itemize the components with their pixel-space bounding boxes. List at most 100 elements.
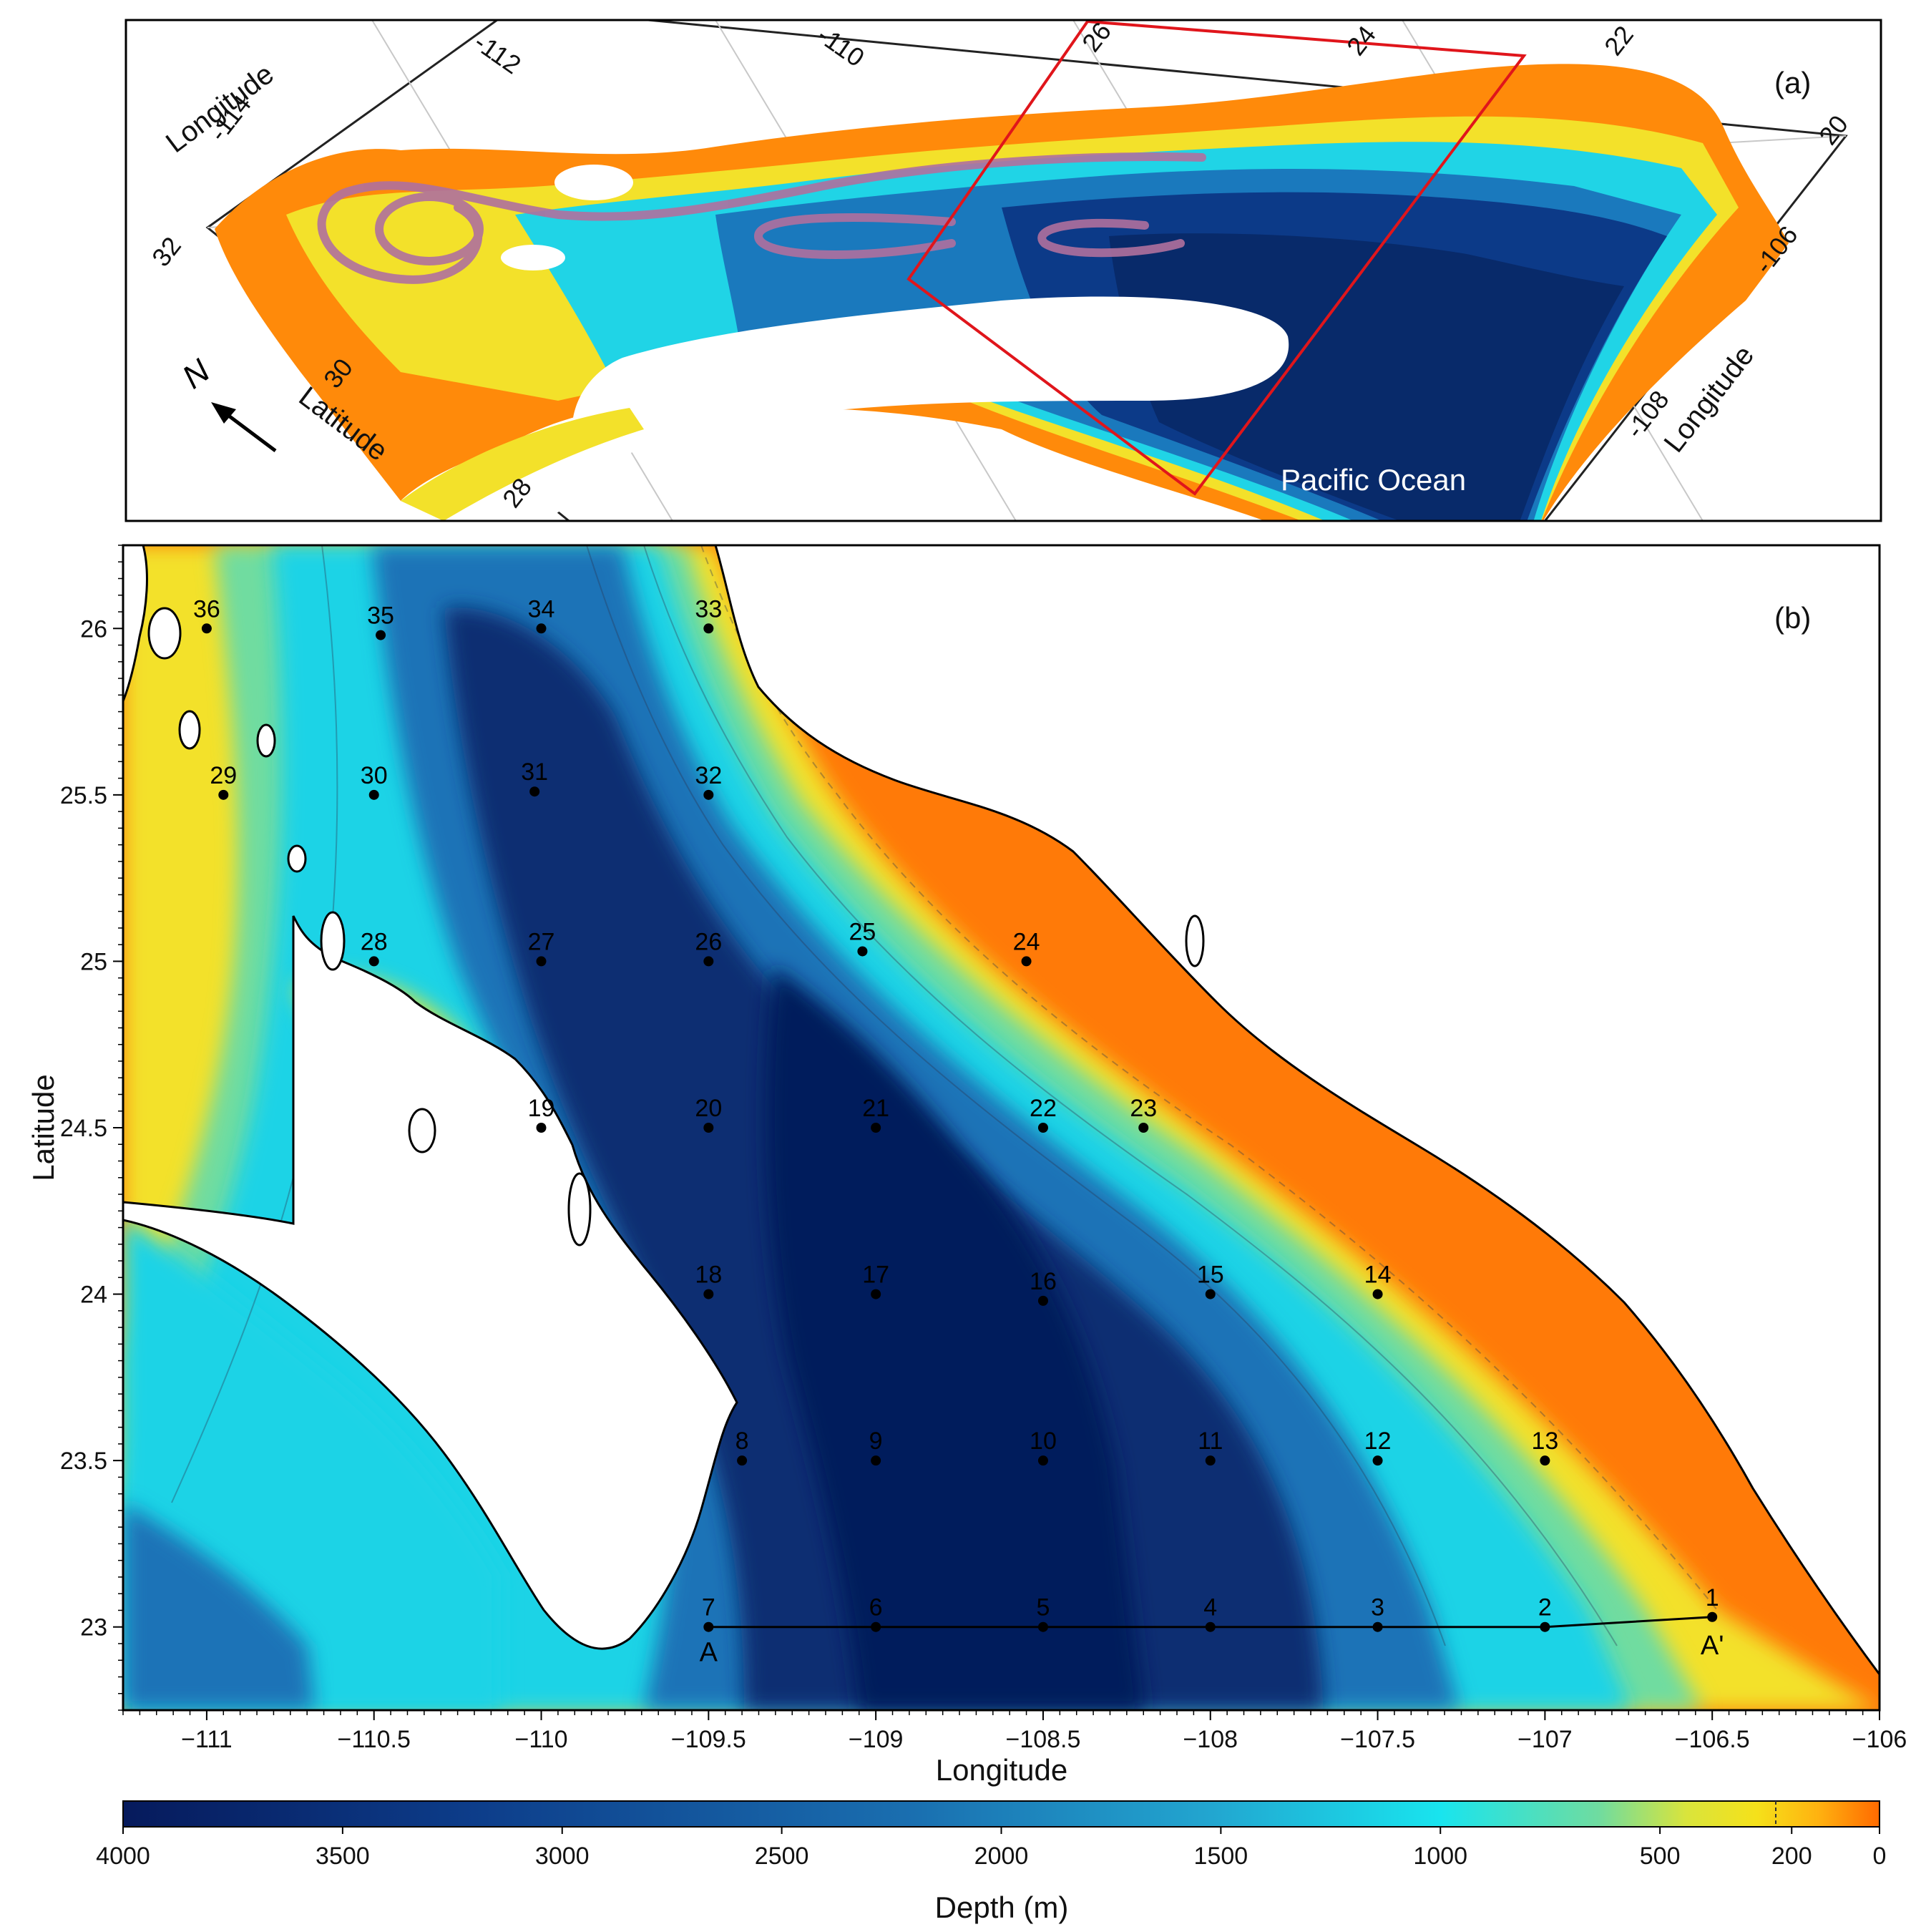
- station-36-label: 36: [193, 595, 220, 623]
- station-17-label: 17: [862, 1262, 889, 1289]
- station-27-marker: [536, 956, 547, 967]
- colorbar-tick-label: 1000: [1413, 1843, 1467, 1870]
- station-35-marker: [376, 630, 386, 640]
- x-tick-label: −107: [1517, 1726, 1573, 1753]
- station-19-label: 19: [528, 1095, 555, 1122]
- station-9-label: 9: [869, 1428, 883, 1455]
- y-tick-label: 23: [80, 1614, 107, 1641]
- station-8-marker: [737, 1455, 748, 1466]
- station-17-marker: [871, 1289, 881, 1299]
- y-tick-label: 24: [80, 1282, 107, 1309]
- station-2-marker: [1540, 1621, 1550, 1632]
- colorbar-tick-label: 2500: [755, 1843, 809, 1870]
- station-30-label: 30: [361, 762, 388, 789]
- station-29-label: 29: [210, 762, 237, 789]
- station-34-marker: [536, 623, 547, 634]
- x-tick-label: −108.5: [1005, 1726, 1080, 1753]
- mainland-mexico: [714, 545, 1880, 1677]
- station-31-marker: [529, 786, 540, 797]
- station-22-marker: [1037, 1123, 1048, 1133]
- station-7-label: 7: [702, 1594, 715, 1621]
- study-area-box: [906, 20, 1527, 496]
- panel-a-overview-map: N (a) Pacific Ocean Longitude Latitude L…: [126, 20, 1881, 521]
- y-axis-ticks: 26 25.5 25 24.5 24 23.5 23: [60, 545, 123, 1711]
- station-13-label: 13: [1531, 1428, 1558, 1455]
- station-28-label: 28: [361, 928, 388, 955]
- y-tick-label: 26: [80, 615, 107, 643]
- transect-end-label: A': [1701, 1631, 1724, 1661]
- colorbar-tick-label: 3500: [316, 1843, 370, 1870]
- station-35-label: 35: [367, 602, 394, 630]
- station-32-label: 32: [695, 762, 722, 789]
- station-33-label: 33: [695, 595, 722, 623]
- panel-a-label: (a): [1774, 66, 1811, 99]
- station-16-marker: [1037, 1295, 1048, 1306]
- x-tick-label: −107.5: [1340, 1726, 1415, 1753]
- islands: [147, 607, 1205, 1246]
- ocean-label: Pacific Ocean: [1281, 463, 1466, 497]
- station-15-marker: [1205, 1289, 1216, 1299]
- station-9-marker: [871, 1455, 881, 1466]
- colorbar-tick-label: 4000: [96, 1843, 150, 1870]
- station-20-marker: [703, 1123, 714, 1133]
- station-23-label: 23: [1130, 1095, 1157, 1122]
- station-12-marker: [1372, 1455, 1383, 1466]
- colorbar-tick-label: 500: [1640, 1843, 1681, 1870]
- station-34-label: 34: [528, 595, 555, 623]
- station-14-marker: [1372, 1289, 1383, 1299]
- colorbar-ticks: 4000 3500 3000 2500 2000 1500 1000 500 200 0: [96, 1827, 1886, 1870]
- baja-peninsula-overview: [572, 296, 1289, 472]
- station-22-label: 22: [1030, 1095, 1057, 1122]
- y-tick-label: 25.5: [60, 782, 107, 809]
- station-31-label: 31: [521, 758, 548, 786]
- station-25-marker: [857, 946, 868, 957]
- y-tick-label: 24.5: [60, 1115, 107, 1142]
- x-tick-label: −111: [181, 1726, 233, 1753]
- station-10-label: 10: [1030, 1428, 1057, 1455]
- panel-a-border: [124, 19, 1882, 522]
- station-16-label: 16: [1030, 1268, 1057, 1295]
- station-36-marker: [201, 623, 212, 634]
- station-13-marker: [1540, 1455, 1550, 1466]
- station-7-marker: [703, 1621, 714, 1632]
- current-path: [317, 152, 1206, 284]
- x-tick-label: −108: [1183, 1726, 1238, 1753]
- station-4-label: 4: [1203, 1594, 1217, 1621]
- station-29-marker: [218, 789, 229, 800]
- station-6-marker: [871, 1621, 881, 1632]
- x-tick-label: −110: [514, 1726, 567, 1753]
- station-6-label: 6: [869, 1594, 883, 1621]
- panel-b-label: (b): [1774, 601, 1811, 635]
- x-tick-label: −109: [849, 1726, 904, 1753]
- colorbar-tick-label: 3000: [535, 1843, 590, 1870]
- circulation-gyres: [317, 152, 1206, 284]
- transect-start-label: A: [700, 1638, 718, 1668]
- station-4-marker: [1205, 1621, 1216, 1632]
- station-24-marker: [1021, 956, 1032, 967]
- station-20-label: 20: [695, 1095, 722, 1122]
- x-tick-label: −106: [1852, 1726, 1907, 1753]
- depth-colorbar: 4000 3500 3000 2500 2000 1500 1000 500 200 0 Dept…: [96, 1800, 1886, 1924]
- x-tick-label: −110.5: [338, 1726, 411, 1753]
- station-2-label: 2: [1538, 1594, 1552, 1621]
- station-18-marker: [703, 1289, 714, 1299]
- y-tick-label: 23.5: [60, 1448, 107, 1475]
- station-5-label: 5: [1036, 1594, 1050, 1621]
- station-1-label: 1: [1706, 1584, 1719, 1611]
- station-28-marker: [368, 956, 379, 967]
- station-21-marker: [871, 1123, 881, 1133]
- x-axis-title: Longitude: [936, 1753, 1068, 1787]
- station-12-label: 12: [1364, 1428, 1392, 1455]
- x-tick-label: −106.5: [1675, 1726, 1750, 1753]
- colorbar-ramp: [122, 1800, 1880, 1828]
- station-1-marker: [1707, 1611, 1718, 1622]
- station-18-label: 18: [695, 1262, 722, 1289]
- colorbar-tick-label: 200: [1771, 1843, 1812, 1870]
- station-11-marker: [1205, 1455, 1216, 1466]
- station-24-label: 24: [1013, 928, 1040, 955]
- station-27-label: 27: [528, 928, 555, 955]
- station-14-label: 14: [1364, 1262, 1392, 1289]
- station-8-label: 8: [735, 1428, 749, 1455]
